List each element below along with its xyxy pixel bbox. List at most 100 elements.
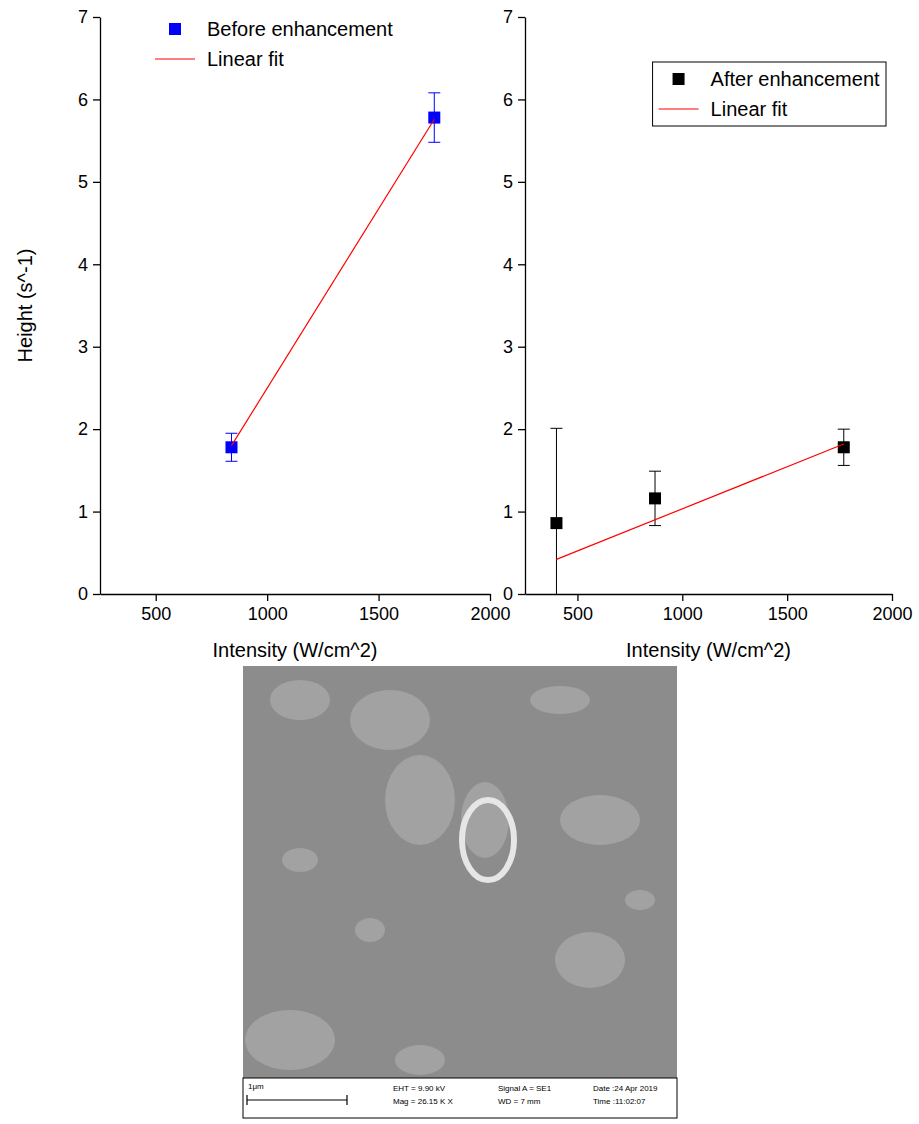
tick: 3 xyxy=(503,337,525,357)
tick-label: 1000 xyxy=(663,604,703,624)
tick-mark xyxy=(682,594,683,601)
tick: 500 xyxy=(563,594,593,624)
tick-label: 1000 xyxy=(248,604,288,624)
particle xyxy=(555,932,625,988)
tick-mark xyxy=(93,429,100,430)
tick: 0 xyxy=(503,584,525,604)
legend-symbol xyxy=(673,73,685,85)
particle xyxy=(530,686,590,714)
error-bar-cap xyxy=(649,471,661,472)
fit-line xyxy=(556,444,843,559)
tick-mark xyxy=(93,594,100,595)
legend-item: Linear fit xyxy=(659,98,788,120)
micrograph: 1μmEHT = 9.90 kVMag = 26.15 K XSignal A … xyxy=(243,666,677,1118)
legend-label: Before enhancement xyxy=(207,18,393,40)
tick-label: 4 xyxy=(78,255,88,275)
tick-label: 6 xyxy=(503,90,513,110)
error-bar xyxy=(550,428,562,594)
tick: 0 xyxy=(78,584,100,604)
axis-line xyxy=(525,18,526,595)
scale-bar-end xyxy=(346,1095,347,1105)
data-point xyxy=(838,441,850,453)
plot-area xyxy=(550,428,849,594)
particle xyxy=(282,848,318,872)
x-axis: 500100015002000 xyxy=(101,594,511,624)
tick-mark xyxy=(787,594,788,601)
tick-mark xyxy=(518,17,525,18)
particle xyxy=(462,800,514,880)
tick-label: 1500 xyxy=(359,604,399,624)
tick-mark xyxy=(577,594,578,601)
error-bar xyxy=(649,471,661,525)
error-bar-cap xyxy=(428,142,440,143)
tick: 1000 xyxy=(248,594,288,624)
legend: After enhancement Linear fit xyxy=(653,62,886,126)
error-bar-cap xyxy=(649,525,661,526)
x-axis-title: Intensity (W/cm^2) xyxy=(626,639,791,661)
tick: 5 xyxy=(503,172,525,192)
tick-mark xyxy=(267,594,268,601)
y-axis: 01234567 xyxy=(503,7,526,604)
tick-label: 3 xyxy=(78,337,88,357)
error-bar-cap xyxy=(550,428,562,429)
error-bar-stem xyxy=(556,428,557,594)
scale-bar xyxy=(247,1099,347,1100)
data-point xyxy=(428,112,440,124)
tick: 1500 xyxy=(359,594,399,624)
tick-mark xyxy=(518,182,525,183)
error-bar-cap xyxy=(428,92,440,93)
particle xyxy=(625,890,655,910)
tick: 5 xyxy=(78,172,100,192)
legend-item: After enhancement xyxy=(673,68,880,90)
info-text: Signal A = SE1 xyxy=(498,1084,552,1093)
legend-item: Before enhancement xyxy=(169,18,393,40)
legend-symbol xyxy=(659,108,699,109)
tick-mark xyxy=(518,594,525,595)
error-bar xyxy=(428,93,440,142)
info-text: EHT = 9.90 kV xyxy=(393,1084,446,1093)
tick-mark xyxy=(378,594,379,601)
particle xyxy=(560,795,640,845)
tick-mark xyxy=(93,511,100,512)
particle xyxy=(270,680,330,720)
axis-line xyxy=(100,18,101,595)
legend-label: Linear fit xyxy=(711,98,788,120)
tick: 1 xyxy=(503,502,525,522)
micrograph-background xyxy=(243,666,677,1078)
data-point xyxy=(649,492,661,504)
legend: Before enhancement Linear fit xyxy=(155,18,393,70)
legend-item: Linear fit xyxy=(155,48,284,70)
x-axis-title: Intensity (W/cm^2) xyxy=(213,639,378,661)
error-bar xyxy=(838,429,850,465)
error-bar-cap xyxy=(225,461,237,462)
tick: 500 xyxy=(141,594,171,624)
particle xyxy=(385,755,455,845)
tick: 7 xyxy=(78,7,100,27)
tick: 3 xyxy=(78,337,100,357)
tick-label: 3 xyxy=(503,337,513,357)
info-text: Time :11:02:07 xyxy=(593,1097,646,1106)
y-axis: 01234567 xyxy=(78,7,101,604)
legend-symbol xyxy=(155,58,195,59)
tick-label: 1 xyxy=(503,502,513,522)
fit-line xyxy=(231,119,434,445)
tick-mark xyxy=(892,594,893,601)
error-bar-cap xyxy=(838,465,850,466)
legend-symbol xyxy=(169,23,181,35)
scale-bar-end xyxy=(246,1095,247,1105)
tick: 2 xyxy=(503,419,525,439)
plot-area xyxy=(225,93,440,461)
tick-label: 0 xyxy=(503,584,513,604)
legend-label: After enhancement xyxy=(711,68,880,90)
error-bar-cap xyxy=(838,429,850,430)
tick-mark xyxy=(93,17,100,18)
tick-mark xyxy=(518,264,525,265)
tick-label: 2 xyxy=(78,419,88,439)
x-axis: 500 1000 1500 2000 xyxy=(526,594,913,624)
axis-line xyxy=(526,594,893,595)
tick-mark xyxy=(93,264,100,265)
tick-label: 2000 xyxy=(872,604,912,624)
info-bar xyxy=(243,1078,677,1118)
error-bar xyxy=(225,433,237,461)
tick: 1500 xyxy=(768,594,808,624)
